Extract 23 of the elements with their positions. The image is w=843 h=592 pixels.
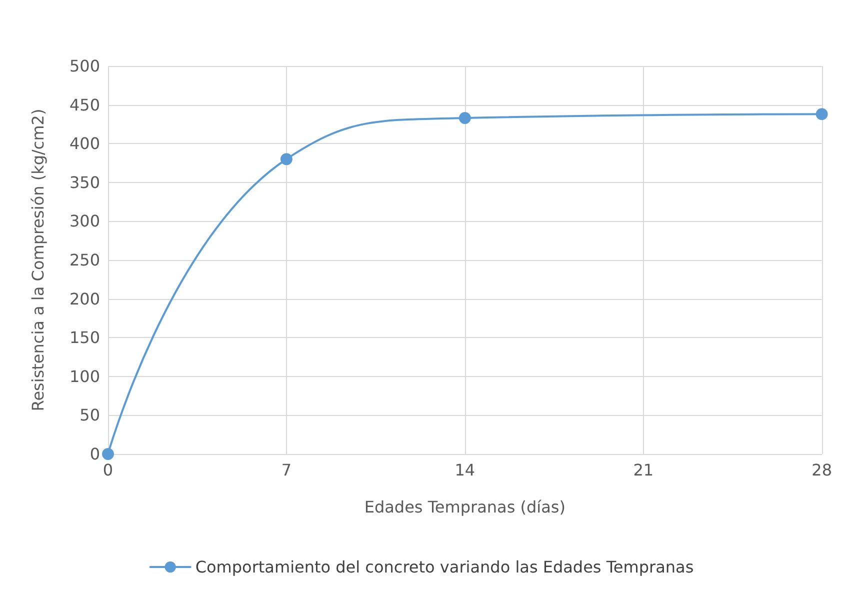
- y-tick-label: 400: [69, 134, 100, 154]
- x-tick-label: 28: [812, 460, 832, 480]
- point: [458, 112, 471, 124]
- y-tick-label: 300: [69, 212, 100, 231]
- legend-label: Comportamiento del concreto variando las Edades Tempranas: [195, 558, 694, 576]
- y-tick-label: 50: [80, 406, 100, 425]
- x-tick-label: 7: [281, 460, 292, 480]
- y-tick-label: 250: [69, 250, 100, 270]
- y-tick-label: 500: [69, 56, 100, 76]
- y-tick-label: 350: [69, 172, 100, 192]
- point: [816, 108, 828, 120]
- x-axis-title: Edades Tempranas (días): [364, 498, 566, 516]
- y-tick-label: 150: [69, 328, 100, 348]
- point: [102, 448, 114, 460]
- x-tick-label: 14: [454, 460, 476, 480]
- y-tick-label: 0: [90, 444, 100, 464]
- x-tick-label: 0: [102, 460, 114, 480]
- point: [280, 153, 292, 166]
- x-tick-label: 21: [633, 460, 654, 480]
- y-tick-label: 450: [69, 95, 100, 114]
- y-tick-label: 200: [69, 289, 100, 308]
- y-axis-title: Resistencia a la Compresión (kg/cm2): [28, 108, 48, 412]
- y-tick-label: 100: [69, 366, 100, 386]
